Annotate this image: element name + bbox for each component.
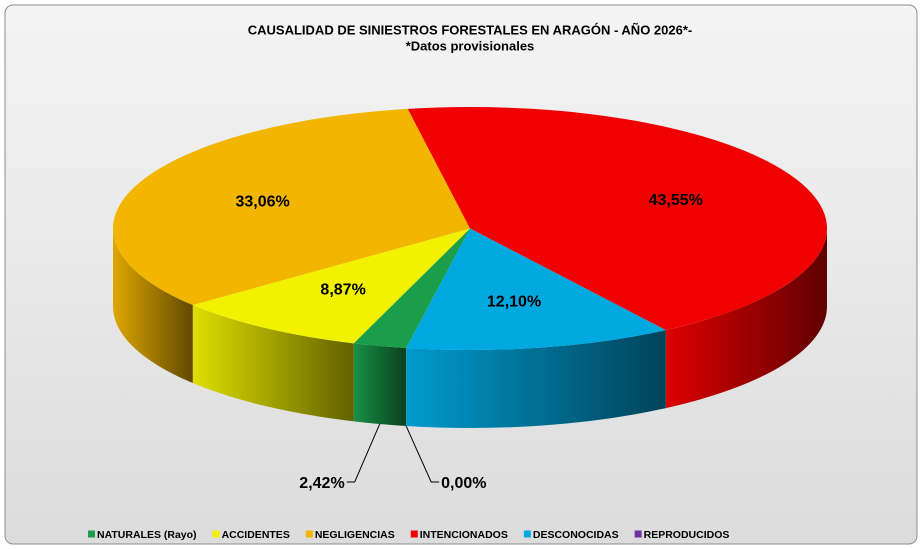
pie-wall	[353, 343, 407, 427]
leader-line	[405, 425, 440, 483]
legend-swatch	[305, 530, 313, 538]
legend-label: NATURALES (Rayo)	[97, 529, 197, 541]
legend-label: REPRODUCIDOS	[644, 529, 730, 541]
legend-label: ACCIDENTES	[222, 529, 290, 541]
chart-subtitle: *Datos provisionales	[406, 38, 535, 53]
pie-wall	[665, 228, 827, 409]
data-label: 33,06%	[235, 193, 289, 210]
pie-wall	[406, 330, 666, 428]
legend-label: INTENCIONADOS	[420, 529, 508, 541]
legend-swatch	[634, 530, 642, 538]
pie-slice	[192, 228, 470, 344]
legend-swatch	[212, 530, 220, 538]
legend-swatch	[410, 530, 418, 538]
pie-wall	[113, 228, 193, 384]
legend-swatch	[88, 530, 95, 538]
pie-wall	[192, 305, 354, 422]
data-label: 43,55%	[649, 192, 703, 209]
pie-slice	[112, 108, 470, 306]
legend-swatch	[523, 530, 531, 538]
legend-label: DESCONOCIDAS	[533, 529, 619, 541]
pie-walls	[113, 228, 827, 428]
data-label: 2,42%	[299, 475, 344, 492]
data-label: 8,87%	[320, 281, 365, 298]
chart-title: CAUSALIDAD DE SINIESTROS FORESTALES EN A…	[248, 22, 692, 37]
legend-label: NEGLIGENCIAS	[315, 529, 395, 541]
data-label: 12,10%	[487, 294, 541, 311]
pie-slice	[406, 228, 666, 350]
pie-slice	[353, 228, 470, 349]
data-label: 0,00%	[441, 475, 486, 492]
leader-line	[346, 423, 381, 483]
pie-slice	[407, 107, 827, 331]
legend: NATURALES (Rayo) ACCIDENTES NEGLIGENCIAS IN…	[88, 529, 729, 541]
